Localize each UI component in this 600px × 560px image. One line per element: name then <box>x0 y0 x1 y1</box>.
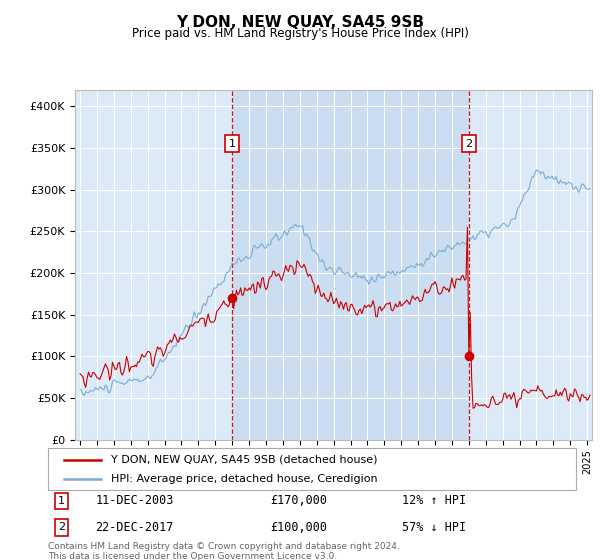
Text: 22-DEC-2017: 22-DEC-2017 <box>95 521 174 534</box>
Text: Y DON, NEW QUAY, SA45 9SB (detached house): Y DON, NEW QUAY, SA45 9SB (detached hous… <box>112 455 378 465</box>
Text: Contains HM Land Registry data © Crown copyright and database right 2024.
This d: Contains HM Land Registry data © Crown c… <box>48 542 400 560</box>
Text: 1: 1 <box>229 139 236 149</box>
Text: 11-DEC-2003: 11-DEC-2003 <box>95 494 174 507</box>
Text: Y DON, NEW QUAY, SA45 9SB: Y DON, NEW QUAY, SA45 9SB <box>176 15 424 30</box>
Text: Price paid vs. HM Land Registry's House Price Index (HPI): Price paid vs. HM Land Registry's House … <box>131 27 469 40</box>
Text: 12% ↑ HPI: 12% ↑ HPI <box>402 494 466 507</box>
Text: 2: 2 <box>465 139 472 149</box>
Text: 1: 1 <box>58 496 65 506</box>
Text: 57% ↓ HPI: 57% ↓ HPI <box>402 521 466 534</box>
Bar <box>232 90 469 440</box>
Text: 2: 2 <box>58 522 65 533</box>
Text: HPI: Average price, detached house, Ceredigion: HPI: Average price, detached house, Cere… <box>112 474 378 484</box>
Text: £100,000: £100,000 <box>270 521 327 534</box>
Text: £170,000: £170,000 <box>270 494 327 507</box>
